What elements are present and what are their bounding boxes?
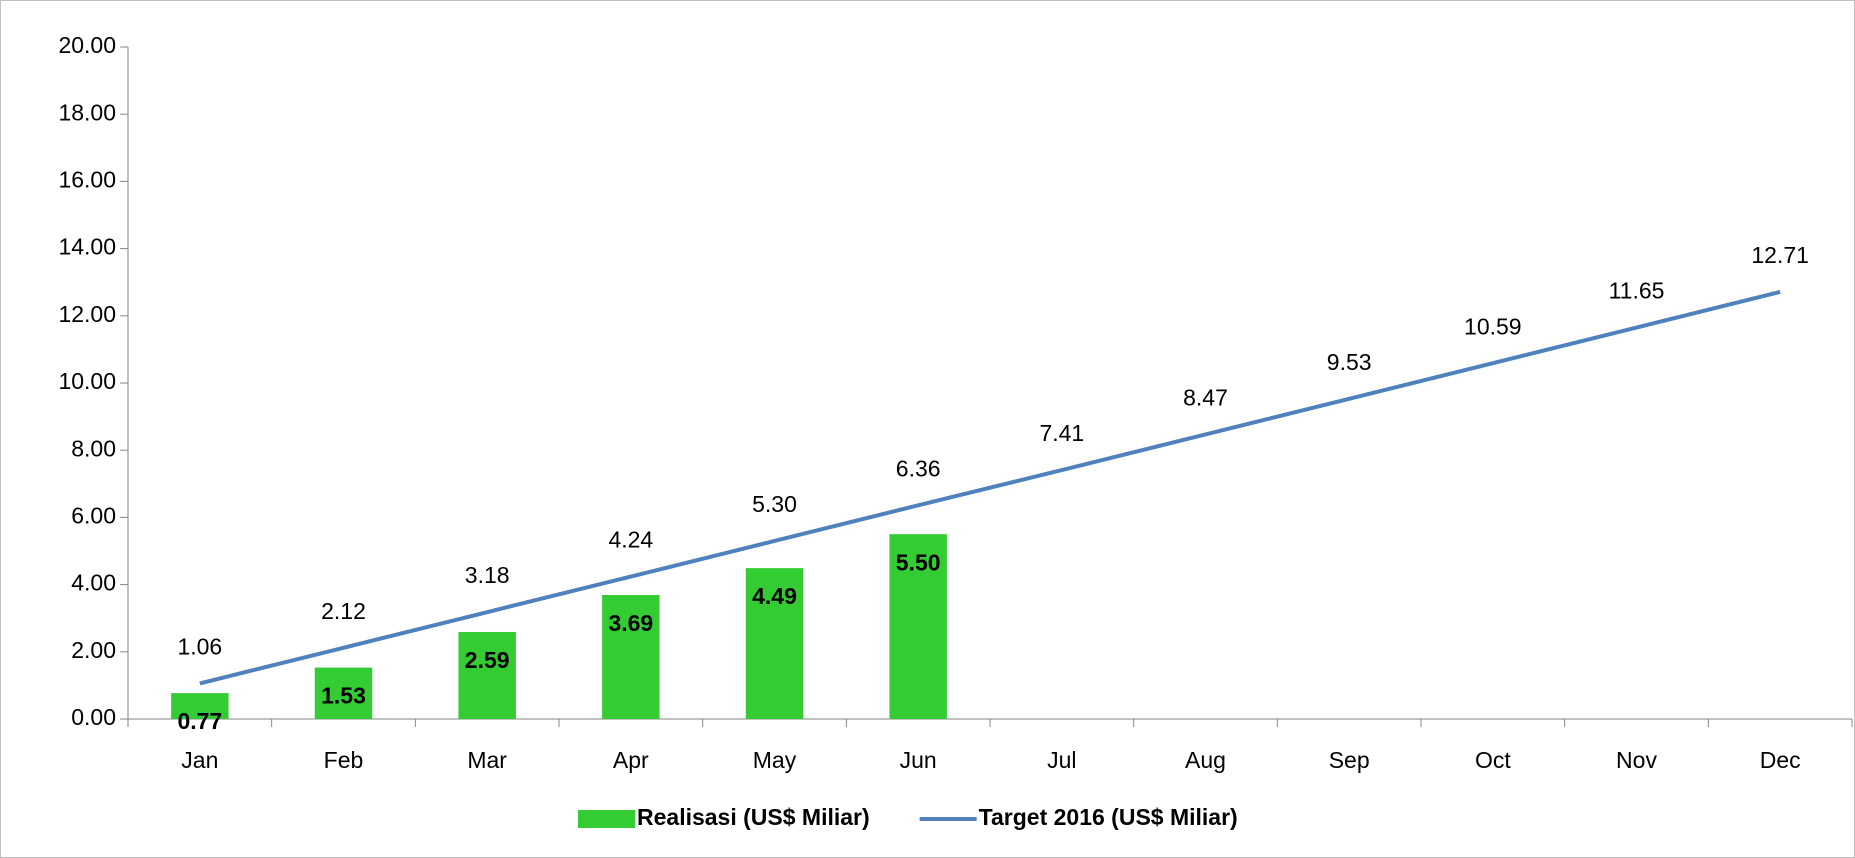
y-tick-label: 14.00: [58, 234, 116, 260]
line-value-label: 1.06: [177, 633, 222, 659]
y-tick-label: 12.00: [58, 301, 116, 327]
x-tick-label: Mar: [467, 747, 507, 773]
legend-label: Target 2016 (US$ Miliar): [979, 804, 1238, 830]
bar-value-label: 0.77: [177, 708, 222, 734]
y-tick-label: 10.00: [58, 368, 116, 394]
bar-value-label: 1.53: [321, 683, 366, 709]
x-tick-label: Apr: [613, 747, 649, 773]
bar: [745, 568, 804, 719]
x-tick-label: Jul: [1047, 747, 1076, 773]
x-tick-label: Dec: [1760, 747, 1801, 773]
bar-value-label: 5.50: [896, 549, 941, 575]
line-value-label: 9.53: [1327, 349, 1372, 375]
x-tick-label: Sep: [1329, 747, 1370, 773]
x-tick-label: Nov: [1616, 747, 1657, 773]
y-tick-label: 20.00: [58, 32, 116, 58]
line-value-label: 12.71: [1751, 242, 1809, 268]
bar-value-label: 2.59: [465, 647, 510, 673]
bar-value-label: 3.69: [608, 610, 653, 636]
line-value-label: 2.12: [321, 598, 366, 624]
y-tick-label: 0.00: [71, 704, 116, 730]
line-value-label: 7.41: [1039, 420, 1084, 446]
x-tick-label: Jan: [181, 747, 218, 773]
line-value-label: 11.65: [1609, 278, 1665, 304]
bar: [602, 595, 660, 719]
line-value-label: 4.24: [608, 527, 653, 553]
bar-value-label: 4.49: [752, 583, 797, 609]
x-tick-label: Feb: [324, 747, 364, 773]
y-tick-label: 2.00: [71, 637, 116, 663]
x-tick-label: Oct: [1475, 747, 1511, 773]
y-tick-label: 8.00: [71, 435, 116, 461]
bar: [889, 534, 947, 719]
y-tick-label: 4.00: [71, 570, 116, 596]
legend-label: Realisasi (US$ Miliar): [637, 804, 870, 830]
line: [199, 290, 1781, 686]
line-value-label: 10.59: [1464, 313, 1522, 339]
line-value-label: 8.47: [1183, 384, 1228, 410]
x-tick-label: Jun: [900, 747, 937, 773]
bar: [458, 631, 516, 719]
line-value-label: 6.36: [896, 455, 941, 481]
y-tick-label: 6.00: [71, 502, 116, 528]
bar: [314, 667, 373, 719]
y-tick-label: 16.00: [58, 166, 116, 192]
x-tick-label: Aug: [1185, 747, 1226, 773]
bar: [171, 693, 229, 719]
x-tick-label: May: [753, 747, 797, 773]
line-value-label: 5.30: [752, 491, 797, 517]
line-value-label: 3.18: [465, 562, 510, 588]
legend-swatch: [578, 810, 635, 828]
y-tick-label: 18.00: [58, 99, 116, 125]
